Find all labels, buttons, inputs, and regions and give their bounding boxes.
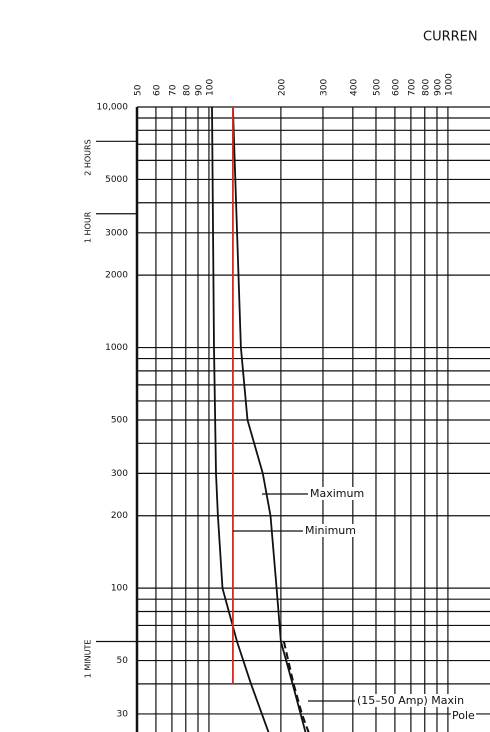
- curve: [232, 106, 307, 732]
- y-tick-label: 200: [111, 511, 128, 521]
- y-tick-label: 5000: [105, 175, 128, 185]
- x-tick-label: 50: [134, 84, 144, 96]
- y-tick-label: 300: [111, 469, 128, 479]
- y-tick-label: 100: [111, 584, 128, 594]
- curve: [211, 106, 270, 732]
- annotation-bg: [309, 487, 366, 500]
- annotation: (15–50 Amp) Maxin: [357, 694, 464, 707]
- annotation-bg: [304, 524, 357, 537]
- y-tick-label: 50: [117, 656, 129, 666]
- x-tick-label: 90: [195, 84, 205, 96]
- annotation-bg: [356, 694, 466, 707]
- x-tick-label: 100: [205, 79, 215, 96]
- x-tick-label: 300: [319, 79, 329, 96]
- x-tick-label: 800: [421, 79, 431, 96]
- x-tick-label: 80: [182, 84, 192, 96]
- y-tick-label: 10,000: [97, 103, 129, 113]
- x-tick-label: 900: [433, 79, 443, 96]
- time-mark-label: 2 HOURS: [84, 139, 93, 175]
- x-tick-label: 200: [277, 79, 287, 96]
- x-tick-label: 700: [407, 79, 417, 96]
- y-tick-label: 2000: [105, 271, 128, 281]
- time-mark-label: 1 HOUR: [84, 211, 93, 243]
- curve: [282, 641, 310, 732]
- annotation: Maximum: [310, 487, 364, 500]
- x-tick-label: 70: [168, 84, 178, 96]
- annotation: Minimum: [305, 524, 356, 537]
- annotation: Pole: [452, 709, 475, 722]
- y-tick-label: 500: [111, 416, 128, 426]
- x-tick-label: 400: [349, 79, 359, 96]
- y-tick-label: 3000: [105, 228, 128, 238]
- x-tick-label: 500: [372, 79, 382, 96]
- y-tick-label: 1000: [105, 343, 128, 353]
- x-tick-label: 600: [391, 79, 401, 96]
- time-mark-label: 1 MINUTE: [84, 640, 93, 679]
- x-tick-label: 60: [152, 84, 162, 96]
- chart-title: CURREN: [423, 30, 478, 45]
- x-tick-label: 1000: [444, 73, 454, 96]
- annotation-bg: [451, 709, 477, 722]
- y-tick-label: 30: [117, 709, 129, 719]
